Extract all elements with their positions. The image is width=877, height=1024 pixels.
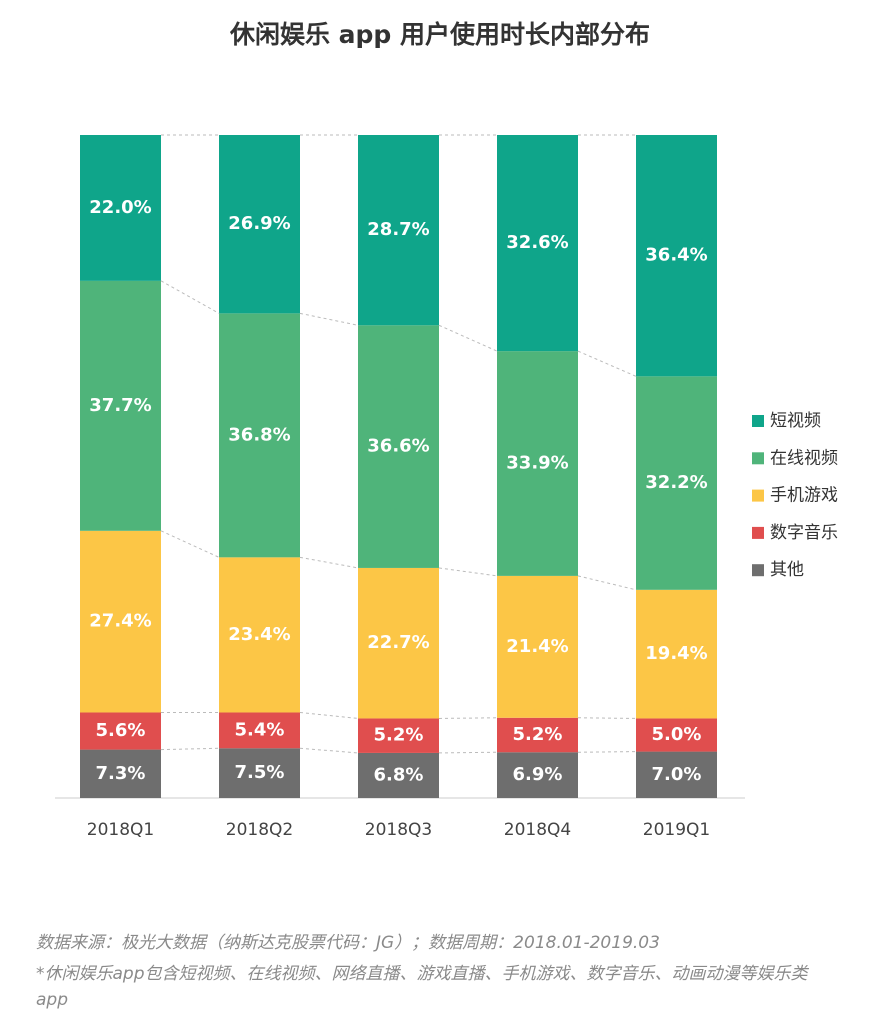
data-label: 36.8% bbox=[228, 424, 290, 445]
x-tick-label: 2019Q1 bbox=[643, 820, 710, 840]
connector-line bbox=[438, 751, 498, 754]
legend-swatch bbox=[752, 452, 764, 465]
connector-line bbox=[438, 567, 498, 577]
bar-segment bbox=[358, 135, 439, 326]
footnote: *休闲娱乐app包含短视频、在线视频、网络直播、游戏直播、手机游戏、数字音乐、动… bbox=[36, 964, 808, 1010]
legend-label: 数字音乐 bbox=[770, 523, 838, 543]
bar-segment bbox=[358, 567, 439, 719]
bar-segment bbox=[358, 752, 439, 798]
data-label: 27.4% bbox=[89, 611, 151, 632]
data-label: 23.4% bbox=[228, 624, 290, 645]
bar-segment bbox=[358, 718, 439, 753]
data-label: 7.3% bbox=[96, 763, 146, 784]
data-label: 32.6% bbox=[506, 232, 568, 253]
bar-segment bbox=[497, 575, 578, 718]
bar-segment bbox=[497, 351, 578, 576]
legend-swatch bbox=[752, 415, 764, 427]
connector-line bbox=[160, 530, 220, 558]
data-label: 19.4% bbox=[645, 643, 707, 664]
connector-line bbox=[577, 717, 637, 719]
data-label: 32.2% bbox=[645, 472, 707, 493]
connector-line bbox=[160, 747, 220, 751]
legend-label: 手机游戏 bbox=[770, 486, 838, 506]
bar-segment bbox=[80, 135, 161, 281]
data-label: 5.6% bbox=[96, 720, 146, 741]
data-label: 6.9% bbox=[513, 764, 563, 785]
legend-label: 短视频 bbox=[770, 411, 821, 431]
bar-segment bbox=[497, 752, 578, 798]
bar-segment bbox=[497, 135, 578, 352]
bar-segment bbox=[358, 325, 439, 568]
connector-line bbox=[299, 747, 359, 754]
legend-swatch bbox=[752, 526, 764, 539]
bar-segment bbox=[80, 712, 161, 750]
bar-segment bbox=[80, 530, 161, 713]
bar-segment bbox=[219, 712, 300, 749]
bar-segment bbox=[80, 280, 161, 531]
bar-segment bbox=[219, 313, 300, 558]
connector-line bbox=[160, 280, 220, 314]
x-tick-label: 2018Q1 bbox=[87, 820, 154, 840]
data-label: 36.4% bbox=[645, 245, 707, 266]
x-tick-label: 2018Q3 bbox=[365, 820, 432, 840]
legend-label: 在线视频 bbox=[770, 448, 838, 468]
connector-line bbox=[577, 575, 637, 591]
data-label: 36.6% bbox=[367, 436, 429, 457]
bar-segment bbox=[636, 376, 717, 590]
x-tick-label: 2018Q4 bbox=[504, 820, 571, 840]
x-tick-label: 2018Q2 bbox=[226, 820, 293, 840]
data-label: 7.0% bbox=[652, 764, 702, 785]
data-label: 7.5% bbox=[235, 762, 285, 783]
bar-segment bbox=[636, 589, 717, 719]
data-label: 21.4% bbox=[506, 636, 568, 657]
bar-segment bbox=[636, 135, 717, 377]
bar-segment bbox=[219, 135, 300, 314]
connector-line bbox=[577, 751, 637, 753]
data-label: 33.9% bbox=[506, 453, 568, 474]
data-label: 5.2% bbox=[513, 724, 563, 745]
connector-line bbox=[299, 711, 359, 719]
data-label: 22.0% bbox=[89, 197, 151, 218]
legend-swatch bbox=[752, 564, 764, 577]
data-label: 6.8% bbox=[374, 764, 424, 785]
data-label: 5.4% bbox=[235, 719, 285, 740]
bar-segment bbox=[219, 748, 300, 798]
connector-line bbox=[299, 556, 359, 569]
data-label: 5.0% bbox=[652, 724, 702, 745]
data-label: 22.7% bbox=[367, 632, 429, 653]
bar-segment bbox=[636, 751, 717, 798]
connector-line bbox=[438, 324, 498, 352]
connector-line bbox=[299, 312, 359, 326]
chart-title: 休闲娱乐 app 用户使用时长内部分布 bbox=[229, 20, 650, 49]
connector-line bbox=[577, 350, 637, 377]
bar-segment bbox=[80, 749, 161, 798]
legend-swatch bbox=[752, 489, 764, 502]
source-note: 数据来源：极光大数据（纳斯达克股票代码：JG）；数据周期：2018.01-201… bbox=[36, 933, 660, 953]
data-label: 26.9% bbox=[228, 213, 290, 234]
data-label: 37.7% bbox=[89, 395, 151, 416]
data-label: 5.2% bbox=[374, 725, 424, 746]
bar-segment bbox=[636, 718, 717, 752]
connector-line bbox=[438, 717, 498, 719]
bar-segment bbox=[497, 717, 578, 753]
bar-segment bbox=[219, 557, 300, 713]
legend-label: 其他 bbox=[770, 560, 804, 580]
data-label: 28.7% bbox=[367, 219, 429, 240]
